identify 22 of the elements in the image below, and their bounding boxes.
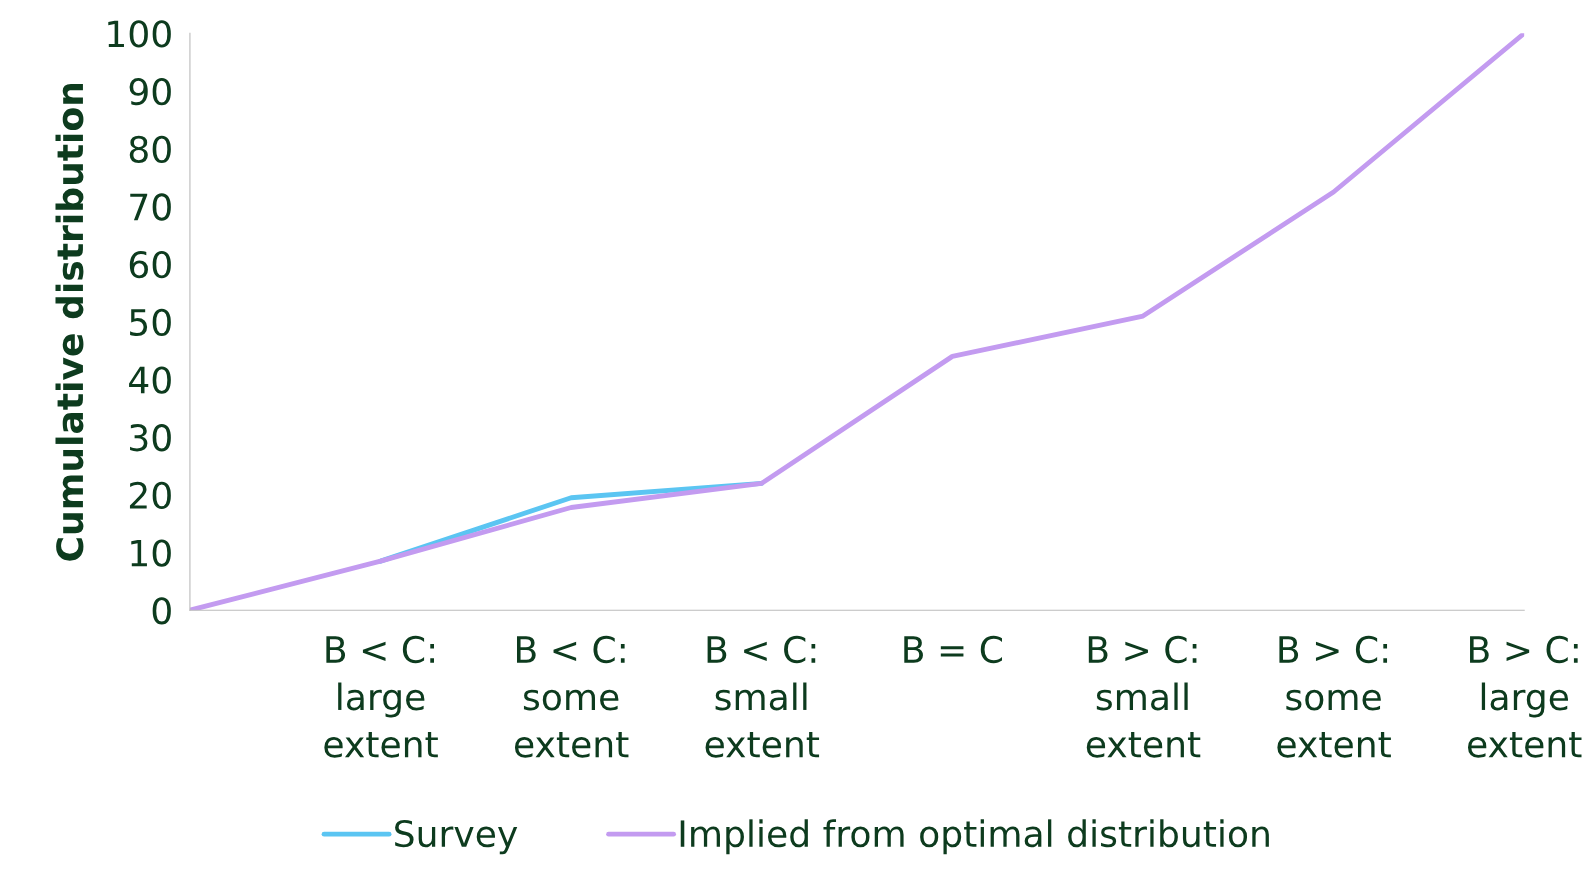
y-axis-title: Cumulative distribution [55, 83, 84, 561]
x-tick-label: B > C: small extent [1086, 635, 1201, 758]
x-tick-label: B > C: large extent [1467, 635, 1582, 758]
x-tick-label: B < C: small extent [705, 635, 820, 758]
x-tick-label: B < C: large extent [324, 635, 438, 758]
x-tick-label: B < C: some extent [514, 635, 629, 758]
line-series [189, 33, 1525, 611]
y-tick-label: 30 [130, 424, 171, 452]
x-tick-label: B > C: some extent [1277, 635, 1391, 758]
y-tick-label: 10 [131, 539, 171, 567]
y-tick-label: 40 [129, 366, 171, 394]
y-tick-label: 50 [130, 308, 171, 337]
y-tick-label: 0 [152, 597, 171, 625]
y-tick-label: 80 [129, 135, 171, 163]
x-tick-label: B = C [904, 635, 1002, 664]
y-tick-label: 60 [129, 251, 171, 279]
y-tick-label: 100 [108, 20, 171, 48]
y-tick-label: 70 [130, 193, 171, 221]
y-tick-label: 20 [129, 481, 171, 510]
legend-label: Implied from optimal distribution [680, 819, 1269, 855]
y-tick-label: 90 [129, 77, 171, 106]
legend-label: Survey [395, 819, 518, 855]
